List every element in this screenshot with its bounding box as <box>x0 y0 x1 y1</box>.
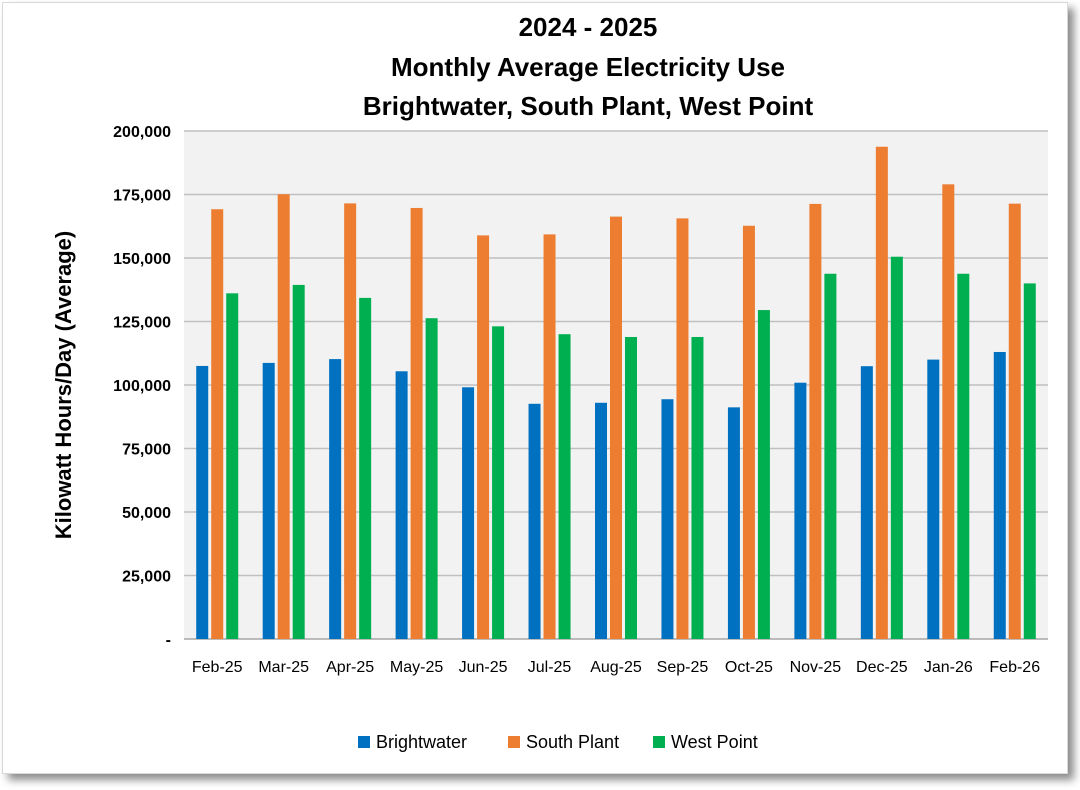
bar-south-plant <box>277 194 290 639</box>
bar-west-point <box>691 336 704 639</box>
bar-brightwater <box>927 359 940 639</box>
y-tick-label: 25,000 <box>122 569 171 586</box>
y-tick-label: 100,000 <box>113 378 171 395</box>
bar-west-point <box>824 273 837 639</box>
x-tick-label: Dec-25 <box>856 659 908 676</box>
chart-title-line-1: 2024 - 2025 <box>519 12 658 42</box>
bar-south-plant <box>477 235 490 640</box>
legend-swatch <box>508 736 520 748</box>
x-tick-label: Feb-25 <box>192 659 243 676</box>
y-axis-label: Kilowatt Hours/Day (Average) <box>51 231 76 539</box>
bar-chart: 2024 - 2025 Monthly Average Electricity … <box>51 12 1048 752</box>
bar-west-point <box>1023 283 1036 639</box>
bars <box>196 146 1036 640</box>
bar-south-plant <box>410 207 423 639</box>
bar-brightwater <box>794 382 807 639</box>
bar-brightwater <box>196 365 209 639</box>
y-tick-label: 150,000 <box>113 251 171 268</box>
y-tick-label: 50,000 <box>122 505 171 522</box>
x-tick-label: Jun-25 <box>459 659 508 676</box>
legend-swatch <box>358 736 370 748</box>
bar-south-plant <box>543 234 556 640</box>
bar-south-plant <box>809 203 822 639</box>
chart-card: 2024 - 2025 Monthly Average Electricity … <box>2 2 1068 774</box>
x-tick-label: Jan-26 <box>924 659 973 676</box>
bar-south-plant <box>742 225 755 639</box>
bar-brightwater <box>860 366 873 639</box>
x-tick-label: Mar-25 <box>258 659 309 676</box>
bar-west-point <box>757 310 770 639</box>
bar-west-point <box>492 326 505 639</box>
bar-brightwater <box>329 359 342 639</box>
bar-brightwater <box>262 362 275 639</box>
y-tick-label: 175,000 <box>113 188 171 205</box>
y-tick-label: 75,000 <box>122 442 171 459</box>
y-tick-label: - <box>166 632 171 649</box>
bar-south-plant <box>942 184 955 639</box>
x-tick-label: Apr-25 <box>326 659 374 676</box>
x-tick-labels: Feb-25 Mar-25 Apr-25 May-25 Jun-25 Jul-25 Aug-… <box>192 659 1040 676</box>
x-tick-label: Jul-25 <box>528 659 572 676</box>
y-tick-label: 200,000 <box>113 124 171 141</box>
legend-label: Brightwater <box>376 732 467 752</box>
chart-title-line-3: Brightwater, South Plant, West Point <box>363 91 814 121</box>
bar-brightwater <box>395 371 408 639</box>
bar-south-plant <box>610 216 622 639</box>
x-tick-label: Aug-25 <box>590 659 642 676</box>
y-tick-labels: - 25,000 50,000 75,000 100,000 125,000 150,000… <box>113 124 171 649</box>
bar-west-point <box>359 297 372 639</box>
bar-south-plant <box>1008 203 1021 640</box>
bar-brightwater <box>528 403 541 639</box>
y-tick-label: 125,000 <box>113 315 171 332</box>
legend: Brightwater South Plant West Point <box>358 732 758 752</box>
bar-brightwater <box>661 399 674 639</box>
bar-south-plant <box>875 146 888 640</box>
bar-west-point <box>957 273 970 639</box>
bar-south-plant <box>344 203 357 639</box>
legend-label: West Point <box>671 732 758 752</box>
bar-west-point <box>625 336 637 639</box>
bar-west-point <box>292 284 305 639</box>
bar-south-plant <box>211 209 224 639</box>
bar-west-point <box>226 293 239 639</box>
bar-west-point <box>890 256 903 639</box>
legend-swatch <box>653 736 665 748</box>
bar-south-plant <box>676 218 689 639</box>
bar-brightwater <box>993 351 1006 639</box>
legend-label: South Plant <box>526 732 619 752</box>
bar-west-point <box>558 334 571 639</box>
chart-title-line-2: Monthly Average Electricity Use <box>391 52 785 82</box>
bar-brightwater <box>727 407 740 639</box>
x-tick-label: Feb-26 <box>989 659 1040 676</box>
bar-brightwater <box>462 387 475 639</box>
bar-west-point <box>425 318 438 639</box>
x-tick-label: Oct-25 <box>725 659 773 676</box>
x-tick-label: Sep-25 <box>657 659 709 676</box>
bar-brightwater <box>595 402 607 639</box>
x-tick-label: May-25 <box>390 659 443 676</box>
x-tick-label: Nov-25 <box>790 659 842 676</box>
